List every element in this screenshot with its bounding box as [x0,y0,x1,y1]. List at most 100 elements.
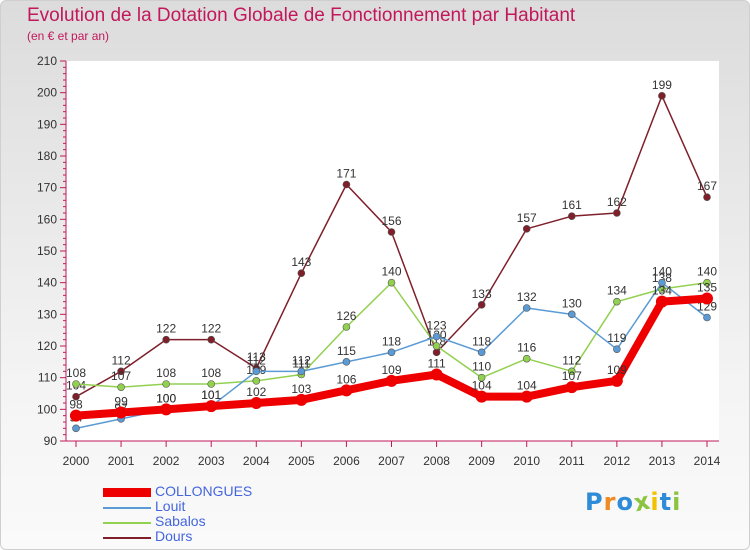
data-point [430,368,443,381]
data-point [387,228,396,236]
logo-letter: o [616,488,634,516]
y-tick-label: 200 [37,86,57,100]
data-point [252,377,261,385]
data-label: 122 [201,322,221,336]
legend-label: Sabalos [155,513,206,529]
y-tick-label: 100 [37,402,57,416]
y-tick-label: 210 [37,54,57,68]
data-label: 161 [562,198,582,212]
data-label: 129 [697,300,717,314]
data-label: 101 [201,388,221,402]
data-label: 157 [517,211,537,225]
x-tick-label: 2010 [513,454,540,468]
data-label: 112 [247,353,266,367]
data-label: 109 [607,363,627,377]
data-point [342,323,351,331]
data-point [567,212,576,220]
data-label: 138 [652,271,672,285]
x-tick-label: 2012 [604,454,631,468]
x-tick-label: 2011 [559,454,585,468]
data-point [432,332,441,341]
data-label: 140 [652,265,672,279]
y-tick-label: 110 [38,371,57,385]
x-tick-label: 2005 [288,454,315,468]
data-label: 98 [69,398,83,412]
data-point [565,381,578,394]
data-label: 171 [336,167,356,181]
data-label: 132 [517,290,537,304]
data-point [477,301,486,309]
data-point [522,225,531,233]
data-label: 113 [247,350,266,364]
y-tick-label: 180 [37,149,57,163]
data-point [475,390,488,403]
data-label: 140 [697,265,717,279]
data-label: 108 [66,366,86,380]
data-label: 162 [607,195,627,209]
data-point [72,392,80,401]
x-tick-label: 2000 [63,454,90,468]
y-tick-label: 130 [37,307,57,321]
data-point [72,424,80,433]
data-label: 126 [336,309,356,323]
chart-title: Evolution de la Dotation Globale de Fonc… [27,5,576,26]
data-label: 104 [517,379,537,393]
legend-label: COLLONGUES [155,483,253,499]
x-tick-label: 2003 [198,454,225,468]
data-label: 106 [336,372,356,386]
data-label: 112 [562,353,581,367]
legend-label: Louit [155,498,186,514]
data-point [205,400,218,413]
data-label: 100 [156,391,176,405]
x-tick-label: 2004 [243,454,270,468]
data-point [295,393,308,406]
chart-subtitle: (en € et par an) [27,29,110,43]
data-label: 108 [201,366,221,380]
data-label: 109 [381,363,401,377]
data-label: 143 [291,255,311,269]
data-label: 101 [201,388,221,402]
y-tick-label: 120 [37,339,57,353]
data-label: 112 [112,353,131,367]
data-label: 199 [652,78,672,92]
data-label: 102 [246,385,266,399]
data-label: 122 [156,322,176,336]
legend-label: Dours [155,528,193,544]
data-point [162,335,170,344]
proxiti-logo: Proxiti [585,487,681,518]
data-label: 107 [111,369,131,383]
data-point [297,269,306,277]
data-label: 112 [292,353,311,367]
data-point [567,310,576,319]
data-point [658,92,666,100]
data-point [297,367,306,376]
data-label: 100 [156,391,176,405]
data-label: 116 [517,341,536,355]
data-label: 107 [562,369,582,383]
y-tick-label: 160 [37,212,57,226]
data-label: 115 [337,344,356,358]
data-point [613,345,621,353]
data-label: 167 [697,179,717,193]
data-label: 110 [472,360,491,374]
data-point [701,292,713,305]
data-label: 111 [427,357,446,371]
logo-letter: t [659,488,673,516]
logo-letter: i [650,488,660,516]
data-point [658,278,666,287]
data-point [385,374,398,387]
data-label: 103 [291,382,311,396]
data-point [703,278,711,287]
y-tick-label: 90 [44,434,58,448]
logo-letter: r [603,488,617,516]
data-label: 123 [427,319,447,333]
data-point [703,313,711,322]
data-point [115,406,128,419]
data-label: 135 [697,281,717,295]
data-point [522,354,531,363]
y-tick-label: 140 [37,276,57,290]
y-tick-label: 150 [37,244,57,258]
x-tick-label: 2002 [153,454,180,468]
data-label: 118 [472,334,491,348]
